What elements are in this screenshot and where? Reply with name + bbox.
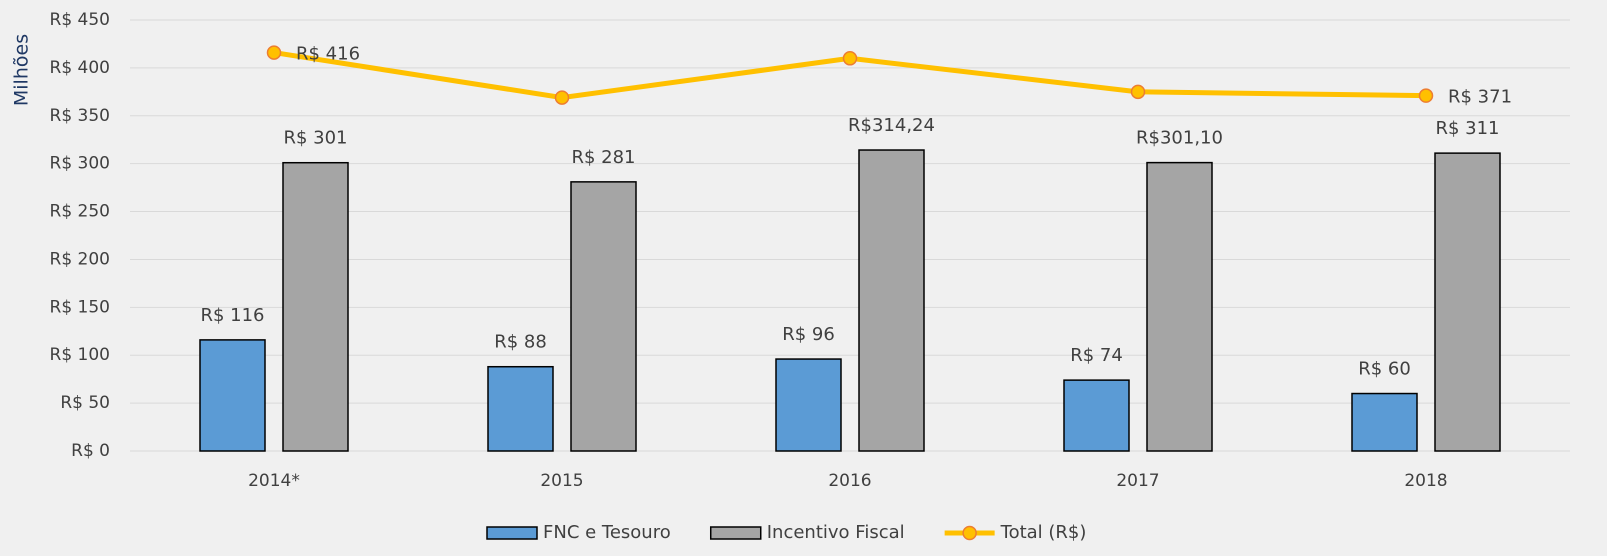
line-marker xyxy=(554,90,570,105)
bar xyxy=(1146,161,1213,452)
y-tick-label: R$ 250 xyxy=(50,202,110,222)
data-label: R$ 371 xyxy=(1448,87,1512,108)
data-label: R$ 88 xyxy=(494,332,547,353)
legend-marker xyxy=(962,525,977,541)
bar xyxy=(570,181,637,452)
line-marker xyxy=(1130,84,1146,100)
y-tick-label: R$ 400 xyxy=(50,58,110,78)
y-tick-label: R$ 350 xyxy=(50,106,110,126)
x-tick-label: 2014* xyxy=(248,471,300,491)
legend-swatch xyxy=(486,526,538,540)
x-tick-label: 2016 xyxy=(828,471,871,491)
bar xyxy=(1063,379,1130,452)
bar xyxy=(775,358,842,452)
data-label: R$ 281 xyxy=(571,147,635,168)
data-label: R$ 60 xyxy=(1358,359,1411,380)
bar xyxy=(1351,392,1418,452)
y-axis-label: Milhões xyxy=(11,34,33,106)
data-label: R$ 301 xyxy=(283,128,347,149)
y-tick-label: R$ 200 xyxy=(50,249,110,269)
bar xyxy=(487,365,554,452)
bar xyxy=(199,339,266,452)
x-tick-label: 2017 xyxy=(1116,471,1159,491)
y-tick-label: R$ 150 xyxy=(50,297,110,317)
data-label: R$301,10 xyxy=(1136,128,1223,149)
legend-label: FNC e Tesouro xyxy=(543,522,671,543)
legend-label: Total (R$) xyxy=(1000,522,1087,543)
data-label: R$ 311 xyxy=(1435,118,1499,139)
legend-label: Incentivo Fiscal xyxy=(767,522,905,543)
bar xyxy=(858,149,925,452)
y-tick-label: R$ 50 xyxy=(60,393,110,413)
x-tick-label: 2015 xyxy=(540,471,583,491)
x-tick-label: 2018 xyxy=(1404,471,1447,491)
data-label: R$ 96 xyxy=(782,324,835,345)
bar xyxy=(1434,152,1501,452)
data-label: R$ 116 xyxy=(200,305,264,326)
bar xyxy=(282,161,349,452)
data-label: R$ 416 xyxy=(296,44,360,65)
y-tick-label: R$ 300 xyxy=(50,154,110,174)
y-tick-label: R$ 100 xyxy=(50,345,110,365)
data-label: R$314,24 xyxy=(848,115,935,136)
line-marker xyxy=(842,51,858,66)
data-label: R$ 74 xyxy=(1070,345,1123,366)
y-tick-label: R$ 0 xyxy=(71,441,110,461)
y-tick-label: R$ 450 xyxy=(50,10,110,30)
legend-swatch xyxy=(709,526,762,540)
line-marker xyxy=(1418,88,1434,103)
line-marker xyxy=(266,45,282,60)
